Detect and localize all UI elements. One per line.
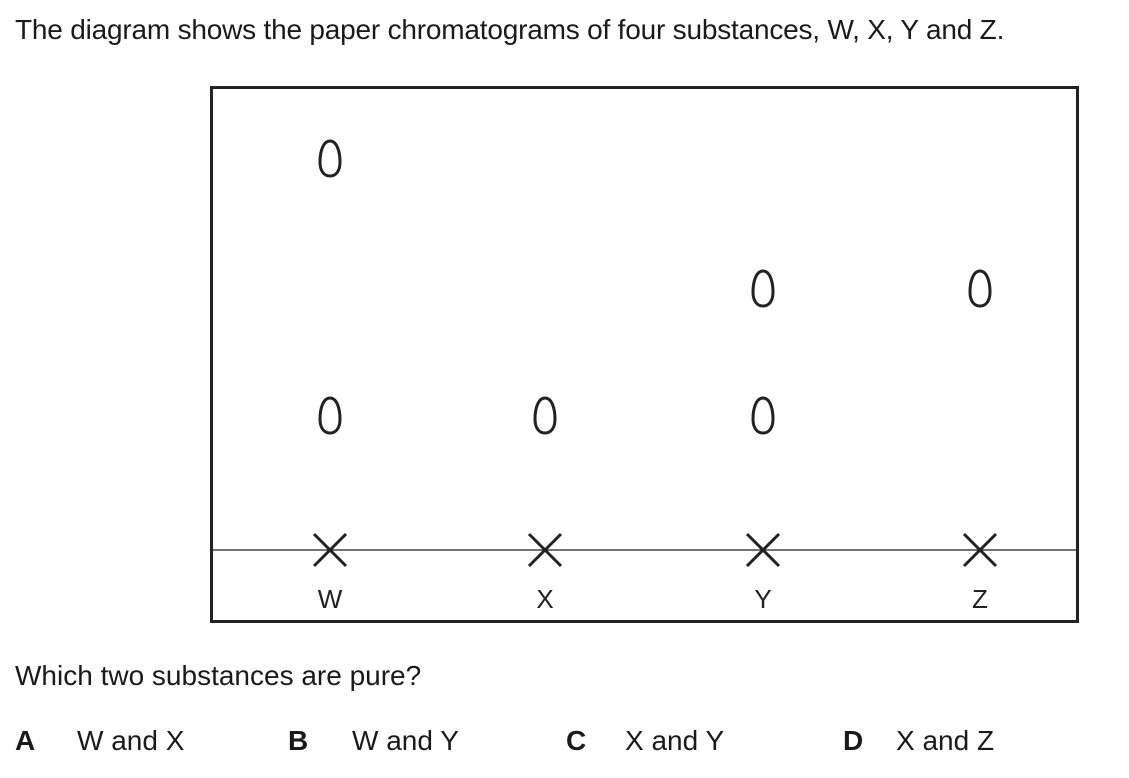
start-marks-group — [312, 532, 998, 568]
option-d-text: X and Z — [896, 725, 995, 756]
chromatogram-diagram: W X Y Z — [210, 86, 1079, 623]
chromatography-paper — [210, 86, 1079, 623]
option-c-letter: C — [566, 725, 587, 756]
start-mark-z — [962, 532, 998, 568]
start-mark-w — [312, 532, 348, 568]
spot-z-1 — [968, 269, 992, 308]
question-prompt: Which two substances are pure? — [15, 660, 422, 691]
option-a-letter: A — [15, 725, 36, 756]
spot-w-2 — [318, 396, 342, 435]
option-b-text: W and Y — [352, 725, 459, 756]
spots-group — [318, 139, 992, 435]
answer-options: A W and X B W and Y C X and Y D X and Z — [0, 725, 1129, 765]
option-d-letter: D — [843, 725, 864, 756]
option-a-text: W and X — [77, 725, 185, 756]
spot-w-1 — [318, 139, 342, 178]
option-b-letter: B — [288, 725, 309, 756]
lane-label-x: X — [536, 584, 553, 614]
lane-label-w: W — [318, 584, 343, 614]
spot-y-2 — [751, 396, 775, 435]
start-mark-x — [527, 532, 563, 568]
lane-label-z: Z — [972, 584, 988, 614]
lane-label-y: Y — [754, 584, 771, 614]
question-intro: The diagram shows the paper chromatogram… — [15, 14, 1005, 45]
start-mark-y — [745, 532, 781, 568]
spot-x-1 — [533, 396, 557, 435]
option-c-text: X and Y — [625, 725, 725, 756]
spot-y-1 — [751, 269, 775, 308]
